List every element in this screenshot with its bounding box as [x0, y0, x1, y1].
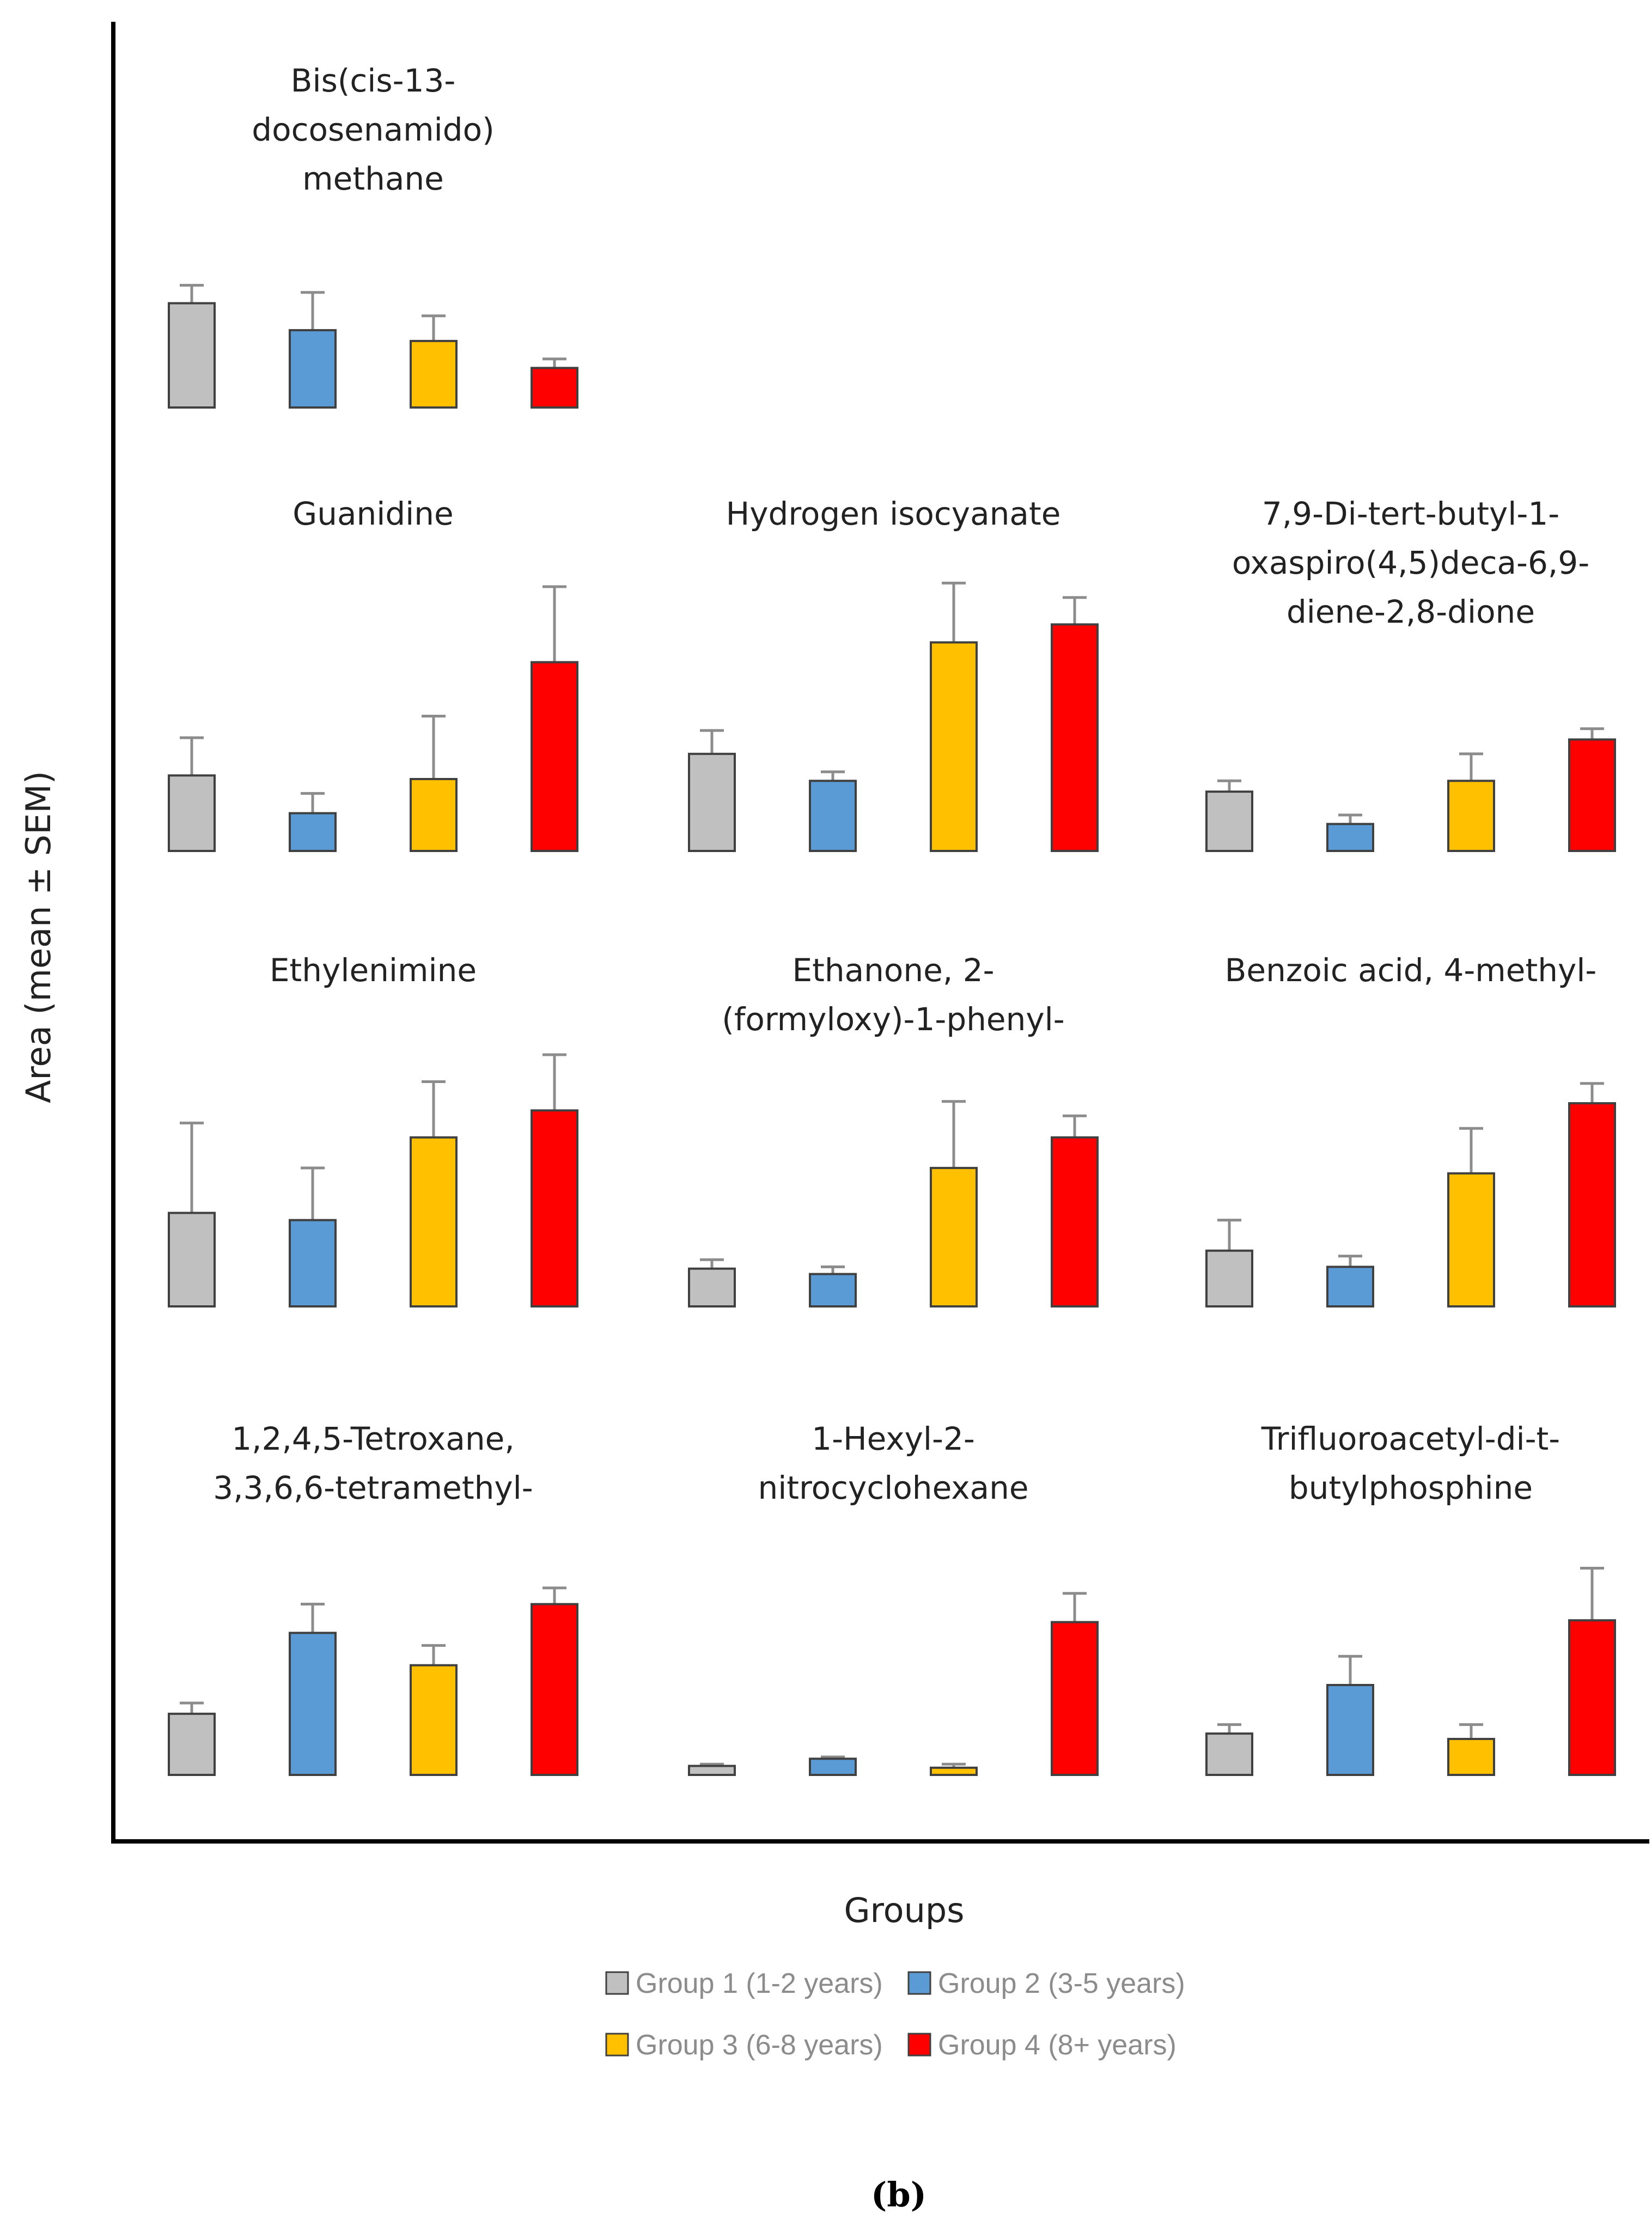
bar-2	[1326, 1684, 1374, 1776]
panel-4-title-line: oxaspiro(4,5)deca-6,9-	[1232, 544, 1589, 581]
panel-6: Ethanone, 2- (formyloxy)-1-phenyl-	[688, 952, 1099, 1308]
legend-label-3: Group 3 (6-8 years)	[636, 2029, 883, 2061]
panel-6-title-line: (formyloxy)-1-phenyl-	[722, 1001, 1064, 1038]
bar-1	[1205, 1732, 1253, 1777]
bar-1	[168, 774, 216, 853]
panel-10-title-line: butylphosphine	[1289, 1469, 1533, 1506]
bar-2	[289, 329, 337, 409]
legend-swatch-2	[907, 1971, 931, 1995]
panel-1: Bis(cis-13- docosenamido) methane	[168, 62, 578, 409]
panel-10-title-line: Trifluoroacetyl-di-t-	[1261, 1420, 1560, 1457]
bar-4	[1051, 1136, 1099, 1308]
bar-3	[930, 641, 978, 852]
panel-5-title-line: Ethylenimine	[270, 952, 477, 989]
panel-3-title-line: Hydrogen isocyanate	[726, 495, 1061, 532]
bar-3	[410, 1136, 458, 1308]
bar-1	[168, 302, 216, 409]
legend-label-2: Group 2 (3-5 years)	[938, 1968, 1185, 1999]
bar-4	[1568, 1619, 1616, 1776]
panel-4-title-line: diene-2,8-dione	[1287, 593, 1535, 630]
bar-3	[410, 778, 458, 852]
legend-swatch-4	[907, 2033, 931, 2057]
bar-2	[289, 1632, 337, 1777]
bar-2	[289, 1219, 337, 1308]
panel-1-title-line: Bis(cis-13-	[291, 62, 456, 99]
bar-3	[930, 1166, 978, 1307]
bar-4	[531, 661, 578, 852]
bar-4	[1568, 1102, 1616, 1307]
panel-9-title-line: 1-Hexyl-2-	[812, 1420, 975, 1457]
bar-4	[531, 367, 578, 409]
panel-3: Hydrogen isocyanate	[688, 495, 1099, 853]
bar-2	[809, 1273, 857, 1308]
panel-7: Benzoic acid, 4-methyl-	[1205, 952, 1616, 1308]
panel-9: 1-Hexyl-2- nitrocyclohexane	[688, 1420, 1099, 1777]
panel-8: 1,2,4,5-Tetroxane, 3,3,6,6-tetramethyl-	[168, 1420, 578, 1777]
y-axis-title: Area (mean ± SEM)	[19, 771, 58, 1103]
panel-8-title-line: 1,2,4,5-Tetroxane,	[231, 1420, 515, 1457]
panel-6-title-line: Ethanone, 2-	[792, 952, 994, 989]
legend-label-1: Group 1 (1-2 years)	[636, 1968, 883, 1999]
bar-3	[1447, 1172, 1495, 1308]
x-axis-title: Groups	[844, 1890, 964, 1930]
panel-10: Trifluoroacetyl-di-t-butylphosphine	[1205, 1420, 1616, 1777]
bar-4	[531, 1109, 578, 1308]
panel-7-title-line: Benzoic acid, 4-methyl-	[1225, 952, 1597, 989]
panel-2-title-line: Guanidine	[292, 495, 454, 532]
bar-1	[1205, 790, 1253, 852]
legend: Group 1 (1-2 years) Group 2 (3-5 years) Gr…	[605, 1968, 1185, 2061]
bar-1	[1205, 1249, 1253, 1307]
bar-1	[168, 1212, 216, 1307]
bar-1	[688, 1267, 736, 1307]
panel-4-title-line: 7,9-Di-tert-butyl-1-	[1262, 495, 1559, 532]
panel-1-title-line: docosenamido)	[252, 111, 494, 148]
legend-swatch-3	[605, 2033, 629, 2057]
bar-2	[289, 812, 337, 852]
bar-4	[1568, 738, 1616, 853]
bar-2	[809, 1757, 857, 1777]
bar-1	[168, 1712, 216, 1777]
bar-2	[809, 780, 857, 853]
legend-label-4: Group 4 (8+ years)	[938, 2029, 1176, 2061]
legend-swatch-1	[605, 1971, 629, 1995]
bar-1	[688, 752, 736, 853]
panel-4: 7,9-Di-tert-butyl-1- oxaspiro(4,5)deca-6,…	[1205, 495, 1616, 853]
bar-2	[1326, 823, 1374, 852]
bar-3	[410, 1664, 458, 1776]
bar-3	[1447, 1738, 1495, 1776]
figure-caption: (b)	[871, 2175, 926, 2215]
bar-4	[1051, 623, 1099, 852]
panel-5: Ethylenimine	[168, 952, 578, 1308]
bar-1	[688, 1765, 736, 1776]
panel-8-title-line: 3,3,6,6-tetramethyl-	[213, 1469, 533, 1506]
panel-1-title-line: methane	[302, 160, 444, 197]
chart-panels: Bis(cis-13- docosenamido) methane Guanidine…	[168, 62, 1616, 1777]
panel-9-title-line: nitrocyclohexane	[758, 1469, 1028, 1506]
bar-3	[930, 1766, 978, 1777]
bar-4	[531, 1603, 578, 1776]
bar-4	[1051, 1621, 1099, 1776]
panel-2: Guanidine	[168, 495, 578, 853]
bar-3	[410, 339, 458, 409]
bar-3	[1447, 780, 1495, 853]
bar-2	[1326, 1266, 1374, 1307]
